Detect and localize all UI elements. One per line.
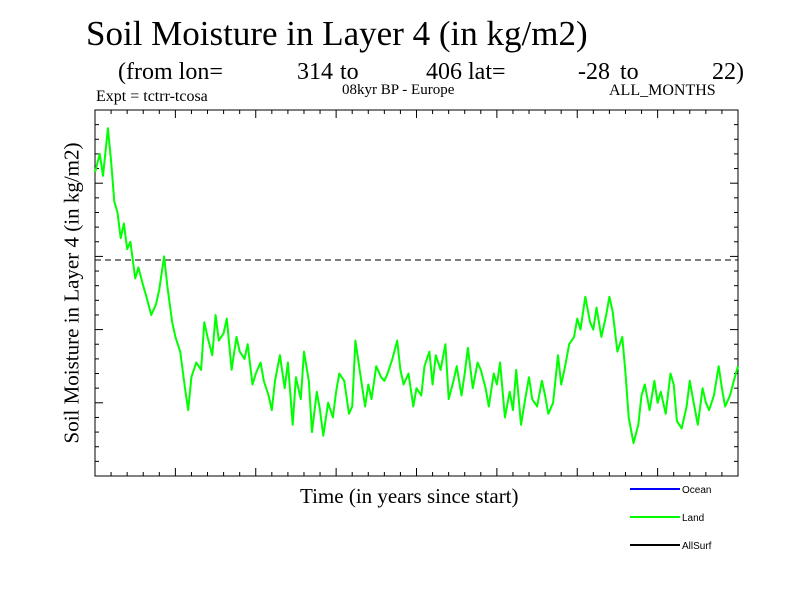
- subtitle-lat-end: 22): [712, 59, 744, 85]
- legend-ocean-label: Ocean: [682, 485, 711, 496]
- subtitle-to-1: to: [340, 59, 359, 85]
- subtitle-lat-start: -28: [578, 59, 610, 85]
- experiment-label: Expt = tctrr-tcosa: [96, 88, 208, 105]
- legend-land-label: Land: [682, 513, 704, 524]
- period-label: 08kyr BP - Europe: [342, 82, 455, 98]
- subtitle-lon-end: 406: [426, 59, 462, 85]
- legend: Ocean Land AllSurf: [630, 485, 712, 552]
- land-series-line: [94, 127, 739, 445]
- x-axis-label: Time (in years since start): [300, 484, 519, 508]
- chart-title: Soil Moisture in Layer 4 (in kg/m2): [86, 14, 588, 53]
- plot-frame: [94, 109, 739, 477]
- axis-ticks: [94, 109, 739, 477]
- legend-allsurf-label: AllSurf: [682, 541, 712, 552]
- subtitle-prefix: (from lon=: [118, 59, 223, 85]
- subtitle-lon-start: 314: [297, 59, 333, 85]
- subtitle-lat-label: lat=: [468, 59, 506, 85]
- subtitle-to-2: to: [620, 59, 639, 85]
- months-label: ALL_MONTHS: [609, 82, 716, 99]
